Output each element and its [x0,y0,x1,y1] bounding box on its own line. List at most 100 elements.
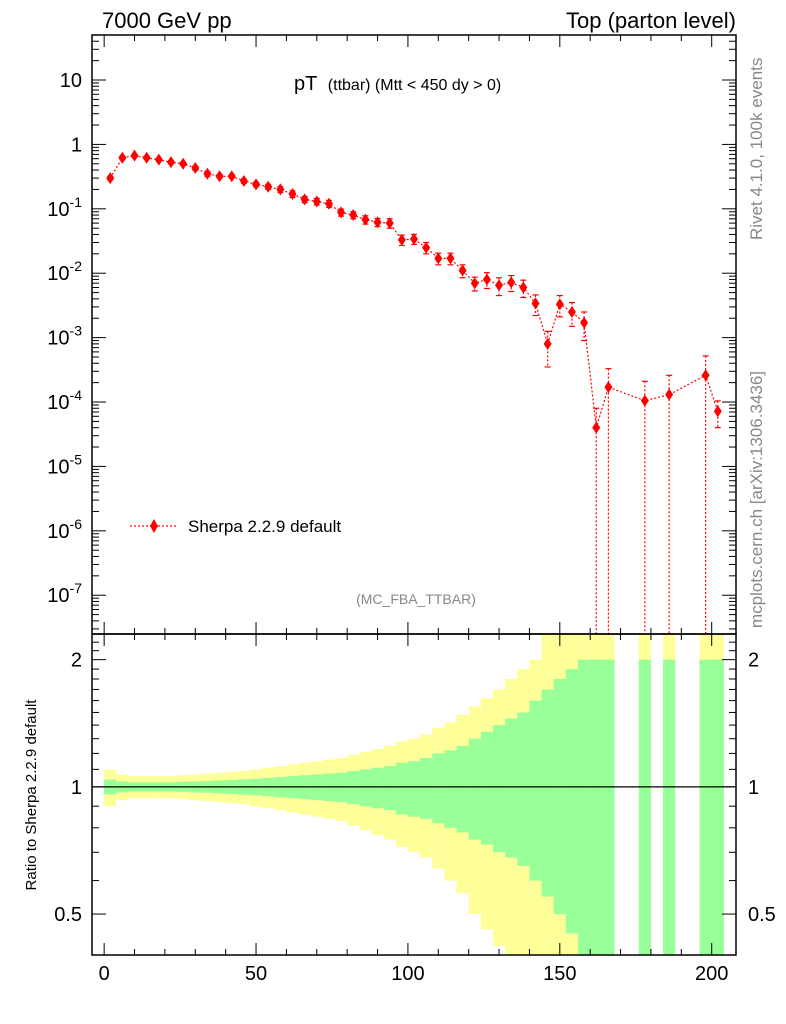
data-point [410,232,418,245]
ratio-tick-label-left: 1 [71,777,82,799]
y-tick-label: 10-2 [47,258,82,285]
ratio-inner-band [553,678,566,915]
data-point [665,388,674,401]
data-point [373,216,382,229]
data-point [337,206,346,219]
data-point [507,276,516,289]
header-right: Top (parton level) [566,8,736,33]
data-point [482,273,491,286]
ratio-inner-band [359,769,372,807]
ratio-inner-band [371,767,384,809]
ratio-inner-band [432,753,445,824]
ratio-inner-band [468,738,481,840]
ratio-tick-label-right: 0.5 [748,904,776,926]
plot-title-main: pT [294,73,317,95]
data-point [713,405,722,418]
data-point [179,157,188,170]
data-point [349,209,358,222]
ratio-ylabel: Ratio to Sherpa 2.2.9 default [23,699,40,891]
data-point [106,172,115,185]
data-point [154,153,163,166]
legend: Sherpa 2.2.9 default [130,517,341,536]
ratio-inner-band [578,659,591,955]
data-point [166,156,175,169]
data-point [264,180,273,193]
data-point [470,277,479,290]
y-tick-label: 10-6 [47,516,82,543]
data-point [361,213,370,226]
ratio-inner-band [565,669,579,934]
data-point [215,170,224,183]
plot-title-sub: (ttbar) (Mtt < 450 dy > 0) [328,77,501,94]
data-point [397,233,406,246]
data-point [385,217,394,230]
ratio-frame [91,633,737,956]
data-point [422,241,431,254]
y-tick-label: 1 [71,134,82,156]
series-line [109,154,719,428]
rivet-version-label: Rivet 4.1.0, 100k events [747,58,766,240]
data-point [239,175,248,188]
data-point [592,421,601,434]
x-tick-label: 200 [695,963,728,985]
ratio-inner-band [699,659,712,955]
legend-marker [150,519,158,533]
ratio-inner-band [347,771,360,805]
data-point [252,178,261,191]
data-point [567,305,576,318]
y-tick-label: 10-4 [47,387,82,414]
data-point [434,252,443,265]
x-tick-label: 100 [391,963,424,985]
ratio-inner-band [383,766,396,811]
ratio-inner-band [638,659,651,955]
plot-title: pT (ttbar) (Mtt < 450 dy > 0) [294,73,501,95]
data-point [142,151,151,164]
ratio-inner-band [529,700,542,881]
ratio-inner-band [711,659,724,955]
data-point [130,149,139,162]
data-point [555,298,564,311]
ratio-tick-label-left: 2 [71,650,82,672]
ratio-inner-band [480,731,493,845]
axes: 0 50 100 150 200 10-7 10-6 10-5 10-4 10-3 10-2 10-1… [47,34,776,985]
ratio-inner-band [602,659,615,955]
ratio-inner-band [505,718,518,858]
ratio-inner-band [444,750,457,828]
y-tick-label: 10-1 [47,194,82,221]
data-point [519,281,528,294]
data-point [531,297,540,310]
data-point [312,195,321,208]
analysis-id-label: (MC_FBA_TTBAR) [356,591,476,607]
x-tick-label: 50 [245,963,267,985]
data-point [203,167,212,180]
data-point [227,170,236,183]
data-point [580,316,589,329]
y-tick-label: 10-7 [47,580,82,607]
mcplots-citation-label: mcplots.cern.ch [arXiv:1306.3436] [747,371,766,628]
ratio-inner-band [420,758,433,819]
data-point [701,369,710,382]
data-point [324,197,333,210]
data-point [604,381,613,394]
y-tick-label: 10 [60,70,82,92]
main-series [106,149,722,634]
data-point [300,193,309,206]
data-point [543,337,552,350]
ratio-tick-label-right: 2 [748,650,759,672]
y-tick-label: 10-5 [47,451,82,478]
legend-label: Sherpa 2.2.9 default [188,517,341,536]
main-frame [91,34,737,635]
ratio-tick-label-right: 1 [748,777,759,799]
ratio-inner-band [663,659,676,955]
data-point [191,162,200,175]
ratio-inner-band [541,689,554,897]
ratio-inner-band [407,761,421,817]
data-point [276,183,285,196]
ratio-inner-band [395,762,408,815]
data-point [458,264,467,277]
ratio-bands [104,634,724,955]
data-point [640,394,649,407]
data-point [118,151,127,164]
ratio-inner-band [492,725,506,853]
